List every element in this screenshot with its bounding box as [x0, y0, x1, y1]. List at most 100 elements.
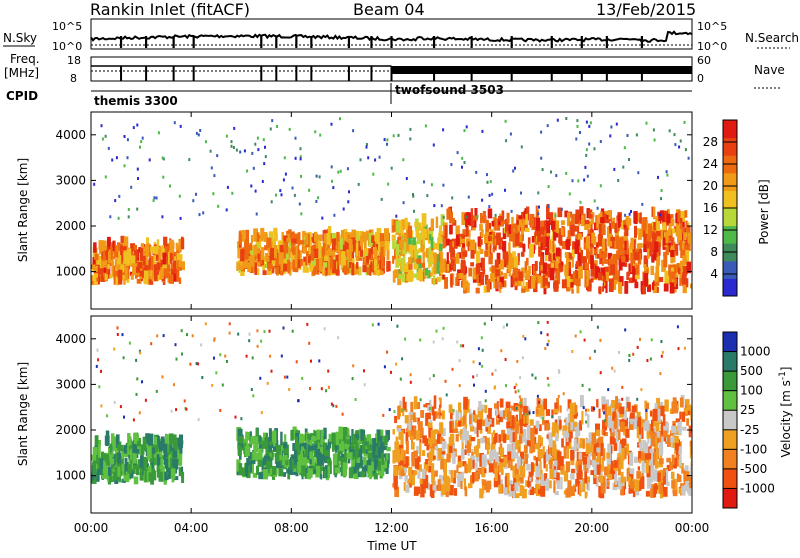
time-tick-label: 00:00	[675, 521, 710, 535]
echo-cell	[463, 478, 467, 491]
echo-cell	[473, 215, 478, 221]
echo-cell	[613, 430, 617, 436]
echo-cell	[494, 468, 498, 481]
echo-cell	[139, 351, 142, 355]
echo-cell	[304, 447, 309, 457]
echo-cell	[275, 266, 280, 275]
echo-cell	[621, 397, 624, 401]
echo-cell	[256, 344, 259, 348]
echo-cell	[144, 398, 147, 402]
echo-cell	[655, 449, 658, 462]
echo-cell	[394, 486, 400, 497]
echo-cell	[326, 257, 331, 269]
echo-cell	[651, 254, 655, 263]
echo-cell	[145, 433, 150, 444]
echo-cell	[413, 209, 415, 213]
echo-cell	[426, 412, 431, 420]
echo-cell	[686, 404, 692, 411]
echo-cell	[374, 447, 378, 459]
echo-cell	[565, 461, 571, 473]
echo-cell	[280, 354, 283, 358]
echo-cell	[107, 246, 112, 252]
echo-cell	[463, 285, 466, 291]
echo-cell	[172, 434, 177, 447]
echo-cell	[197, 133, 200, 137]
echo-cell	[264, 155, 267, 159]
echo-cell	[624, 328, 627, 332]
echo-cell	[652, 235, 656, 249]
time-tick-label: 16:00	[474, 521, 509, 535]
echo-cell	[589, 441, 594, 453]
echo-cell	[256, 329, 259, 333]
echo-cell	[556, 267, 560, 272]
echo-cell	[352, 229, 357, 244]
echo-cell	[117, 252, 122, 262]
echo-cell	[487, 419, 492, 432]
echo-cell	[562, 392, 565, 396]
echo-cell	[495, 409, 499, 416]
echo-cell	[525, 222, 528, 228]
echo-cell	[519, 401, 522, 405]
echo-cell	[377, 269, 380, 277]
echo-cell	[518, 395, 521, 399]
echo-cell	[310, 246, 316, 256]
echo-cell	[377, 466, 382, 476]
echo-cell	[381, 457, 385, 465]
echo-cell	[515, 493, 520, 499]
echo-cell	[653, 221, 656, 231]
echo-cell	[408, 466, 413, 476]
echo-cell	[624, 250, 627, 258]
echo-cell	[615, 122, 618, 126]
echo-cell	[647, 248, 650, 259]
echo-cell	[686, 418, 689, 426]
echo-cell	[439, 474, 443, 489]
cpid-entry-twofsound: twofsound 3503	[395, 83, 504, 97]
echo-cell	[162, 248, 167, 254]
echo-cell	[107, 472, 110, 483]
echo-cell	[309, 237, 315, 243]
echo-cell	[644, 448, 649, 463]
echo-cell	[237, 246, 241, 259]
echo-cell	[440, 204, 443, 208]
echo-cell	[178, 443, 182, 450]
echo-cell	[448, 448, 452, 459]
echo-cell	[505, 417, 507, 421]
echo-cell	[432, 143, 435, 147]
echo-cell	[621, 385, 624, 389]
echo-cell	[596, 399, 599, 408]
echo-cell	[417, 417, 420, 425]
echo-cell	[608, 468, 611, 475]
echo-cell	[248, 332, 251, 336]
echo-cell	[412, 194, 415, 198]
echo-cell	[569, 412, 574, 423]
echo-cell	[550, 262, 555, 271]
echo-cell	[459, 416, 465, 427]
echo-cell	[589, 247, 593, 257]
echo-cell	[461, 156, 464, 160]
echo-cell	[273, 227, 278, 242]
echo-cell	[684, 210, 688, 218]
echo-cell	[273, 257, 277, 263]
echo-cell	[332, 439, 335, 452]
echo-cell	[263, 162, 266, 166]
echo-cell	[350, 451, 355, 460]
echo-cell	[667, 434, 671, 447]
echo-cell	[460, 471, 464, 479]
echo-cell	[116, 251, 119, 258]
echo-cell	[378, 155, 381, 159]
echo-cell	[231, 191, 234, 195]
echo-cell	[657, 175, 659, 179]
echo-cell	[570, 422, 574, 431]
echo-cell	[560, 227, 564, 236]
echo-cell	[365, 230, 370, 241]
echo-cell	[668, 129, 671, 133]
echo-cell	[613, 438, 618, 451]
echo-cell	[298, 455, 303, 470]
echo-cell	[252, 166, 255, 170]
nave-tick-bottom: 0	[697, 72, 704, 85]
echo-cell	[352, 129, 355, 133]
echo-cell	[527, 481, 531, 487]
echo-cell	[453, 470, 457, 478]
echo-cell	[643, 255, 649, 269]
